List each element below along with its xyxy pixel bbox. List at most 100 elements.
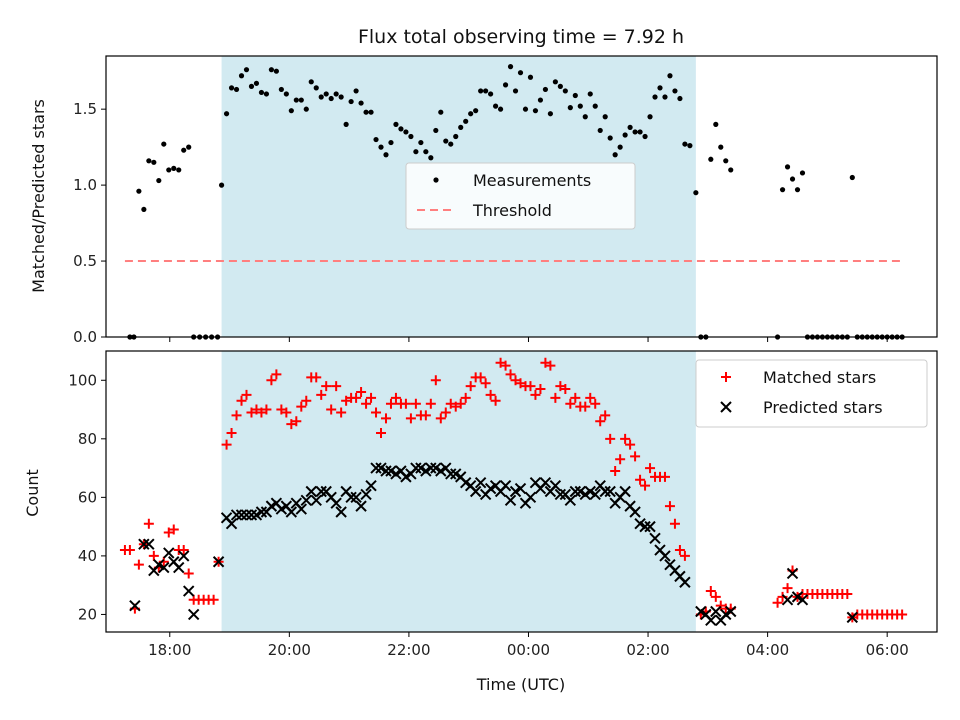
top-measurement-point (448, 141, 454, 147)
top-measurement-point (161, 141, 167, 147)
bottom-y-tick-label: 60 (78, 488, 97, 506)
top-measurement-point (693, 190, 699, 196)
top-measurement-point (413, 149, 419, 155)
bottom-legend-box (695, 359, 928, 428)
bottom-matched-point (440, 407, 451, 418)
bottom-predicted-point (295, 503, 308, 515)
top-measurement-point (527, 74, 534, 80)
bottom-matched-point (570, 392, 581, 403)
bottom-matched-point (585, 392, 596, 403)
bottom-predicted-point (619, 485, 631, 498)
top-measurement-point (438, 109, 444, 115)
top-measurement-point (637, 129, 643, 135)
bottom-predicted-point (182, 585, 195, 597)
top-measurement-point (223, 111, 230, 117)
top-measurement-point (181, 147, 187, 153)
top-measurement-point (428, 155, 434, 161)
x-tick-label: 02:00 (626, 641, 669, 659)
top-measurement-point (273, 68, 279, 74)
bottom-predicted-point (225, 517, 238, 530)
bottom-predicted-point (786, 567, 799, 580)
bottom-matched-point (336, 407, 347, 418)
bottom-predicted-point (539, 477, 552, 489)
bottom-predicted-point (335, 506, 347, 518)
legend-entry-label: Threshold (472, 201, 552, 220)
bottom-predicted-point (629, 506, 641, 518)
bottom-matched-point (595, 416, 606, 427)
bottom-predicted-point (285, 506, 298, 518)
bottom-matched-point (530, 389, 541, 400)
top-measurement-point (582, 114, 588, 120)
bottom-matched-point (178, 545, 189, 556)
bottom-matched-point (475, 372, 486, 383)
top-measurement-point (338, 94, 344, 100)
bottom-matched-point (356, 386, 367, 397)
bottom-predicted-point (158, 561, 170, 574)
bottom-matched-point (640, 480, 651, 491)
bottom-matched-point (351, 392, 362, 403)
bottom-matched-point (226, 427, 237, 438)
top-measurement-point (478, 88, 484, 94)
bottom-matched-point (590, 398, 601, 409)
chart-title: Flux total observing time = 7.92 h (358, 26, 684, 48)
top-measurement-point (268, 67, 275, 73)
top-measurement-point (547, 111, 553, 117)
top-measurement-point (627, 124, 633, 130)
top-measurement-point (408, 133, 414, 140)
bottom-matched-point (430, 375, 441, 386)
bottom-predicted-point (129, 599, 141, 612)
bottom-predicted-point (589, 488, 601, 501)
bottom-matched-point (645, 463, 656, 474)
bottom-matched-point (455, 398, 466, 409)
top-measurement-point (318, 94, 324, 100)
top-measurement-point (647, 114, 653, 120)
top-measurement-point (151, 159, 157, 165)
bottom-matched-point (261, 404, 272, 415)
bottom-shaded-span (221, 351, 696, 632)
bottom-matched-point (625, 439, 636, 450)
bottom-predicted-point (240, 509, 253, 521)
top-measurement-point (373, 136, 379, 143)
top-measurement-point (542, 86, 549, 93)
top-measurement-point (243, 67, 250, 73)
top-measurement-point (398, 126, 404, 132)
bottom-predicted-point (639, 520, 651, 533)
top-measurement-point (166, 167, 172, 173)
legend-entry-label: Predicted stars (763, 398, 883, 417)
bottom-predicted-point (370, 462, 382, 474)
top-measurement-point (298, 97, 304, 103)
top-measurement-point (687, 143, 693, 149)
bottom-matched-point (610, 466, 621, 477)
bottom-matched-point (168, 524, 179, 535)
x-tick-label: 20:00 (268, 641, 311, 659)
top-y-tick-label: 0.0 (73, 328, 97, 346)
bottom-predicted-point (659, 550, 671, 562)
bottom-matched-point (380, 413, 391, 424)
legend-entry-label: Measurements (473, 171, 591, 190)
legend-entry-label: Matched stars (763, 368, 876, 387)
top-measurement-point (278, 86, 284, 93)
top-measurement-point (642, 133, 648, 140)
bottom-matched-point (490, 395, 501, 406)
bottom-matched-point (782, 583, 793, 594)
top-measurement-point (283, 91, 289, 97)
top-measurement-point (383, 152, 389, 158)
top-y-tick-label: 1.5 (73, 100, 97, 118)
bottom-matched-point (133, 559, 144, 570)
bottom-matched-point (266, 375, 277, 386)
bottom-predicted-point (410, 462, 422, 474)
bottom-matched-point (291, 416, 302, 427)
bottom-data-points (119, 357, 908, 626)
top-measurement-point (218, 182, 225, 188)
bottom-predicted-point (187, 608, 200, 621)
bottom-matched-point (500, 360, 511, 371)
bottom-matched-point (535, 384, 546, 395)
bottom-y-tick-label: 40 (78, 547, 97, 565)
bottom-matched-point (143, 518, 154, 529)
top-measurement-point (238, 73, 245, 79)
bottom-matched-point (460, 392, 471, 403)
x-tick-label: 04:00 (746, 641, 789, 659)
bottom-matched-point (420, 410, 431, 421)
top-measurement-point (577, 103, 583, 109)
